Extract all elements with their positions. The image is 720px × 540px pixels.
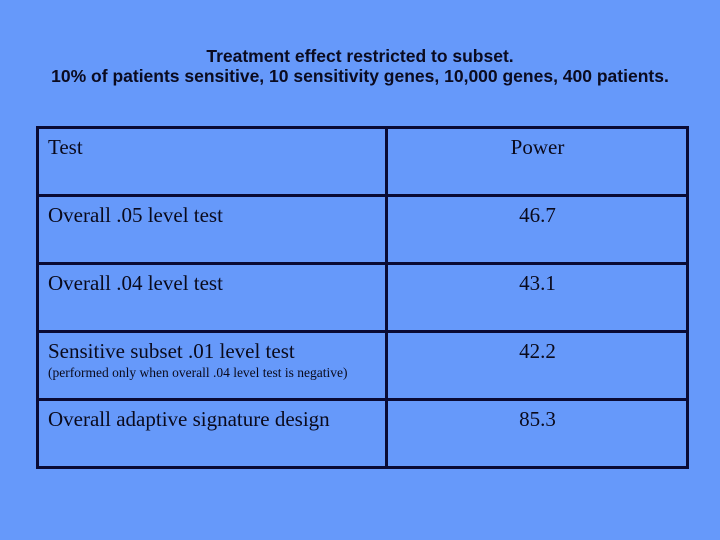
power-cell: 85.3 [385,398,689,469]
test-cell: Overall .05 level test [36,194,388,265]
column-header-test: Test [36,126,388,197]
test-note: (performed only when overall .04 level t… [48,365,348,380]
column-header-power: Power [385,126,689,197]
results-table: Test Power Overall .05 level test 46.7 O… [36,126,689,469]
table-header-row: Test Power [36,126,689,197]
test-label: Sensitive subset .01 level test [48,339,295,363]
test-cell: Sensitive subset .01 level test (perform… [36,330,388,401]
table-row: Overall .05 level test 46.7 [36,194,689,265]
title-line-1: Treatment effect restricted to subset. [206,46,514,66]
slide-title: Treatment effect restricted to subset. 1… [0,46,720,86]
test-cell: Overall .04 level test [36,262,388,333]
power-cell: 43.1 [385,262,689,333]
title-line-2: 10% of patients sensitive, 10 sensitivit… [51,66,669,86]
power-cell: 42.2 [385,330,689,401]
power-cell: 46.7 [385,194,689,265]
table-row: Sensitive subset .01 level test (perform… [36,330,689,401]
table-row: Overall adaptive signature design 85.3 [36,398,689,469]
table-row: Overall .04 level test 43.1 [36,262,689,333]
test-cell: Overall adaptive signature design [36,398,388,469]
